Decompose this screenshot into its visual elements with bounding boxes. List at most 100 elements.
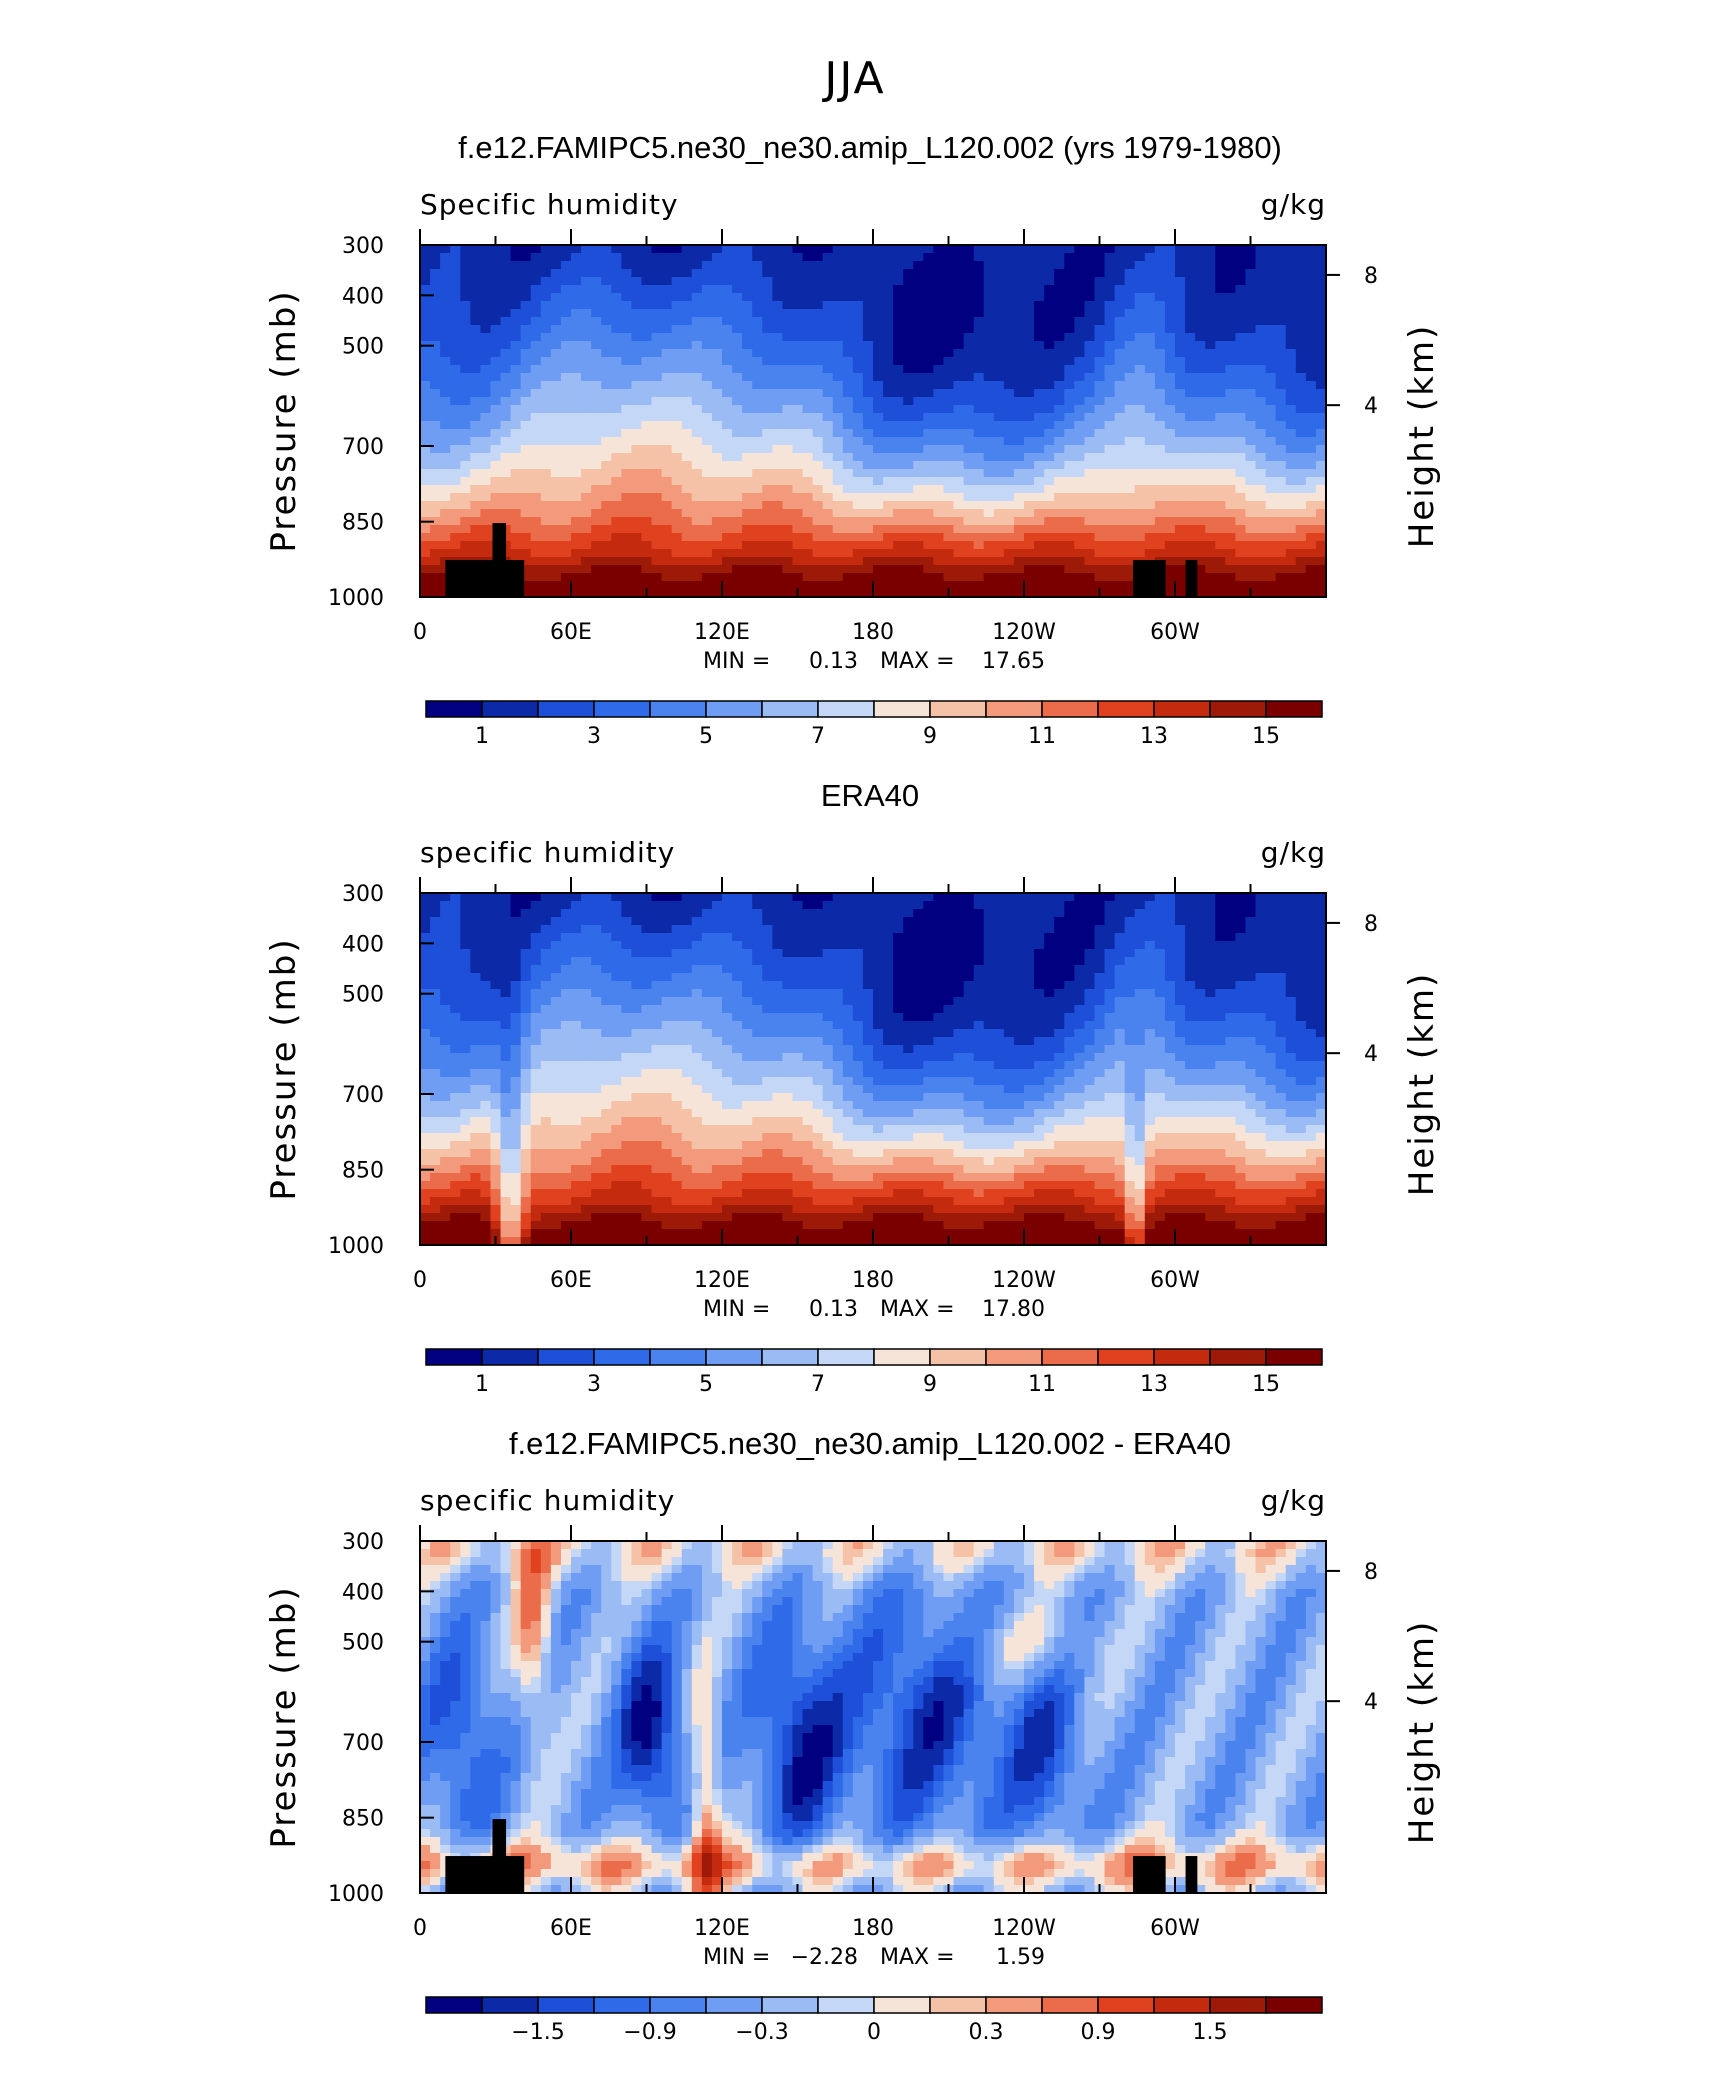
contour-cell [923, 493, 934, 502]
contour-cell [1034, 261, 1045, 270]
contour-cell [581, 525, 592, 534]
contour-cell [813, 517, 824, 526]
contour-cell [1084, 933, 1095, 942]
contour-cell [843, 293, 854, 302]
contour-cell [974, 541, 985, 550]
contour-cell [792, 941, 803, 950]
contour-cell [611, 437, 622, 446]
contour-cell [1024, 909, 1035, 918]
contour-cell [913, 493, 924, 502]
contour-cell [954, 373, 965, 382]
contour-cell [994, 485, 1005, 494]
contour-cell [752, 949, 763, 958]
contour-cell [470, 909, 481, 918]
contour-cell [762, 517, 773, 526]
contour-cell [1235, 429, 1246, 438]
contour-cell [692, 493, 703, 502]
contour-cell [1155, 277, 1166, 286]
contour-cell [803, 557, 814, 566]
contour-cell [833, 445, 844, 454]
contour-cell [782, 901, 793, 910]
contour-cell [1135, 413, 1146, 422]
contour-cell [923, 389, 934, 398]
contour-cell [480, 965, 491, 974]
contour-cell [873, 317, 884, 326]
contour-cell [792, 933, 803, 942]
contour-cell [1094, 941, 1105, 950]
contour-cell [722, 405, 733, 414]
contour-cell [792, 485, 803, 494]
contour-cell [752, 957, 763, 966]
contour-cell [1286, 245, 1297, 254]
contour-cell [792, 901, 803, 910]
contour-cell [631, 269, 642, 278]
contour-cell [1245, 333, 1256, 342]
contour-cell [1195, 309, 1206, 318]
contour-cell [923, 565, 934, 574]
contour-cell [923, 453, 934, 462]
contour-cell [430, 941, 441, 950]
contour-cell [1256, 253, 1267, 262]
contour-cell [803, 901, 814, 910]
contour-cell [1306, 389, 1317, 398]
contour-cell [591, 933, 602, 942]
contour-cell [1074, 493, 1085, 502]
contour-cell [1014, 525, 1025, 534]
contour-cell [792, 253, 803, 262]
contour-cell [813, 365, 824, 374]
contour-cell [752, 389, 763, 398]
contour-cell [1155, 941, 1166, 950]
contour-cell [521, 325, 532, 334]
contour-cell [823, 485, 834, 494]
contour-cell [621, 517, 632, 526]
contour-cell [1195, 909, 1206, 918]
contour-cell [762, 477, 773, 486]
contour-cell [1044, 493, 1055, 502]
contour-cell [1145, 269, 1156, 278]
contour-cell [611, 373, 622, 382]
contour-cell [1115, 341, 1126, 350]
contour-cell [682, 453, 693, 462]
contour-cell [1245, 373, 1256, 382]
contour-cell [1175, 405, 1186, 414]
contour-cell [1054, 421, 1065, 430]
contour-cell [501, 285, 512, 294]
contour-cell [621, 245, 632, 254]
contour-cell [561, 925, 572, 934]
contour-cell [752, 357, 763, 366]
contour-cell [1245, 461, 1256, 470]
contour-cell [863, 285, 874, 294]
contour-cell [662, 405, 673, 414]
contour-cell [702, 317, 713, 326]
contour-cell [994, 373, 1005, 382]
contour-cell [1024, 349, 1035, 358]
contour-cell [662, 333, 673, 342]
contour-cell [843, 933, 854, 942]
contour-cell [662, 485, 673, 494]
contour-cell [954, 341, 965, 350]
contour-cell [883, 269, 894, 278]
contour-cell [722, 541, 733, 550]
contour-cell [460, 509, 471, 518]
contour-cell [742, 293, 753, 302]
contour-cell [591, 285, 602, 294]
contour-cell [581, 317, 592, 326]
contour-cell [833, 253, 844, 262]
contour-cell [1306, 285, 1317, 294]
contour-cell [984, 333, 995, 342]
contour-cell [420, 389, 431, 398]
contour-cell [823, 557, 834, 566]
contour-cell [923, 909, 934, 918]
contour-cell [702, 253, 713, 262]
contour-cell [470, 957, 481, 966]
contour-cell [1185, 293, 1196, 302]
contour-cell [1215, 429, 1226, 438]
contour-cell [521, 309, 532, 318]
contour-cell [1205, 309, 1216, 318]
contour-cell [531, 469, 542, 478]
contour-cell [863, 917, 874, 926]
contour-cell [682, 477, 693, 486]
contour-cell [460, 461, 471, 470]
contour-cell [501, 373, 512, 382]
contour-cell [903, 253, 914, 262]
